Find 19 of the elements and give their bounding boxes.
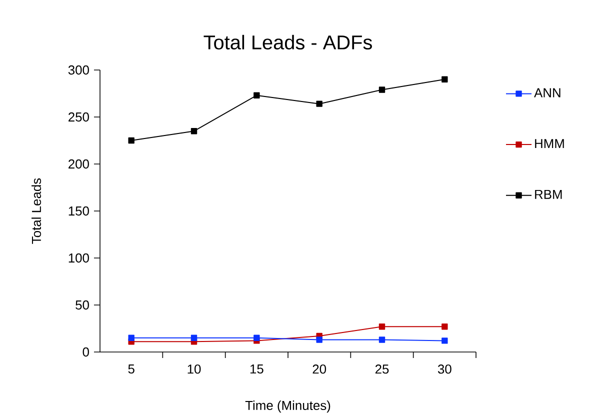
legend-label: RBM	[535, 190, 562, 199]
legend-label: HMM	[535, 139, 564, 148]
y-tick-label: 0	[82, 347, 89, 357]
x-axis-title: Time (Minutes)	[245, 400, 330, 413]
y-tick-label: 300	[68, 65, 89, 75]
x-tick-label: 20	[312, 364, 326, 374]
y-axis-title: Total Leads	[32, 178, 42, 244]
chart-title: Total Leads - ADFs	[204, 34, 372, 50]
legend-label: ANN	[534, 88, 560, 98]
x-tick-label: 5	[128, 364, 134, 374]
y-tick-label: 150	[68, 206, 89, 216]
x-tick-label: 30	[438, 364, 452, 374]
x-tick-label: 15	[250, 364, 264, 374]
y-tick-label: 200	[68, 159, 89, 169]
y-tick-label: 50	[76, 300, 89, 310]
y-tick-label: 100	[68, 253, 89, 263]
y-tick-label: 250	[68, 112, 89, 122]
x-tick-label: 10	[188, 364, 201, 374]
x-tick-label: 25	[375, 364, 389, 374]
